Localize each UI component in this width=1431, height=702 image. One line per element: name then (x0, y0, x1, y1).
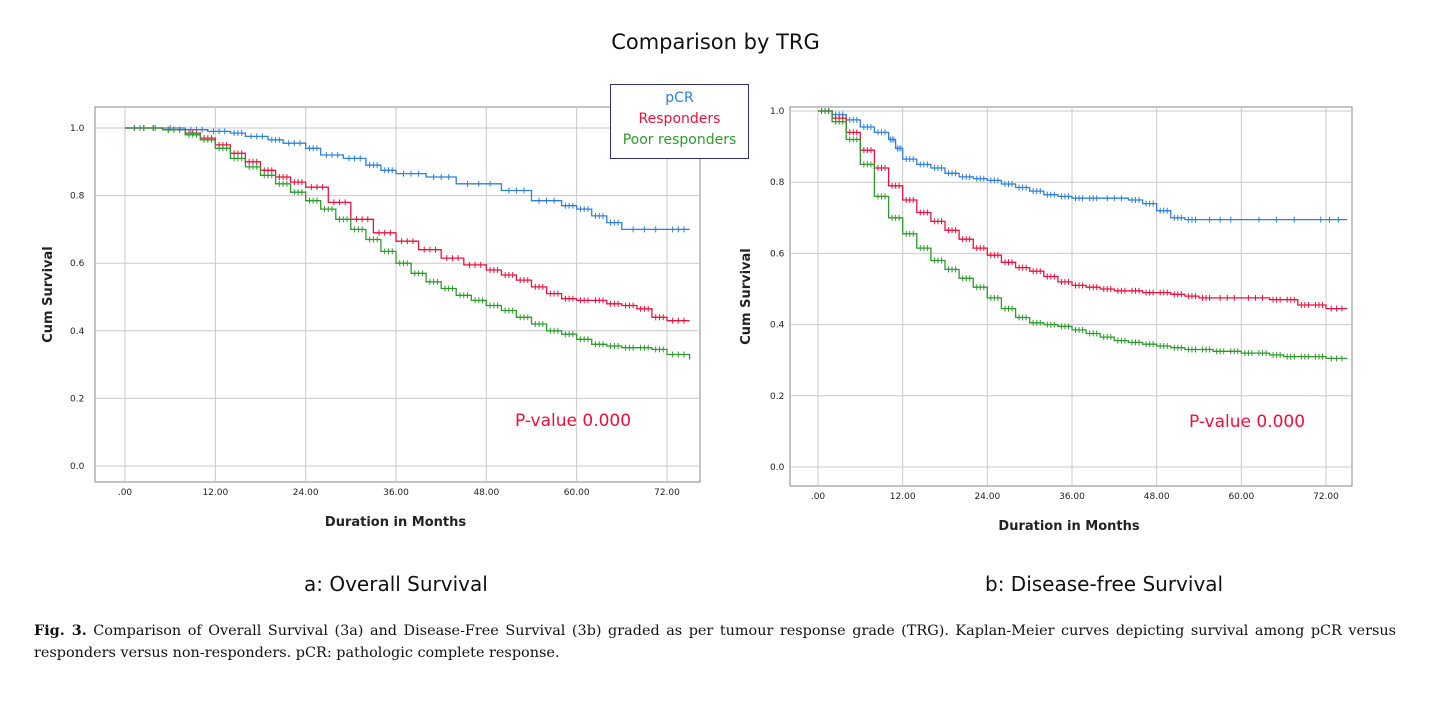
y-tick-label: 0.4 (70, 327, 85, 337)
caption-text: Comparison of Overall Survival (3a) and … (34, 623, 1396, 661)
p-value-annotation: P-value 0.000 (1189, 412, 1305, 432)
chart-overall-survival: .00 12.00 24.00 36.00 48.00 60.00 72.00 0.0 0.2 0… (41, 106, 701, 530)
y-tick-label: 1.0 (770, 107, 785, 117)
x-tick-label: 24.00 (974, 492, 1000, 502)
legend-item-pcr: pCR (665, 90, 694, 106)
x-tick-label: 72.00 (654, 488, 680, 498)
y-tick-label: 0.8 (770, 178, 785, 188)
caption-label: Fig. 3. (34, 622, 87, 639)
legend-item-poor-responders: Poor responders (622, 132, 737, 148)
x-tick-label: 36.00 (1059, 492, 1085, 502)
figure-title: Comparison by TRG (611, 30, 820, 54)
legend: pCR Responders Poor responders (610, 84, 749, 159)
x-axis-title: Duration in Months (998, 519, 1139, 534)
x-tick-label: 60.00 (1228, 492, 1254, 502)
y-tick-label: 0.8 (70, 192, 85, 202)
x-axis-title: Duration in Months (325, 515, 466, 530)
x-tick-label: 48.00 (1144, 492, 1170, 502)
y-axis-title: Cum Survival (739, 248, 754, 345)
x-tick-label: .00 (118, 488, 133, 498)
series-pcr (818, 108, 1348, 223)
series-line-poor-responders (818, 110, 1348, 360)
series-poor-responders (125, 125, 691, 360)
y-tick-label: 0.2 (70, 394, 84, 404)
y-tick-label: 0.0 (770, 463, 785, 473)
y-tick-label: 1.0 (70, 124, 85, 134)
y-tick-label: 0.0 (70, 462, 85, 472)
x-tick-label: 60.00 (564, 488, 590, 498)
y-axis-title: Cum Survival (41, 246, 56, 343)
y-tick-label: 0.2 (770, 392, 784, 402)
y-tick-label: 0.4 (770, 321, 785, 331)
x-tick-label: 12.00 (202, 488, 228, 498)
x-tick-label: .00 (811, 492, 826, 502)
x-tick-label: 72.00 (1313, 492, 1339, 502)
p-value-annotation: P-value 0.000 (515, 411, 631, 431)
subtitle-a: a: Overall Survival (304, 572, 488, 596)
subtitle-b: b: Disease-free Survival (985, 572, 1224, 596)
legend-item-responders: Responders (638, 111, 721, 127)
series-line-responders (818, 110, 1348, 310)
series-responders (818, 108, 1348, 312)
series-line-pcr (125, 127, 690, 231)
chart-disease-free-survival: .00 12.00 24.00 36.00 48.00 60.00 72.00 0.0 0.2 0… (739, 106, 1353, 534)
x-tick-label: 48.00 (473, 488, 499, 498)
plot-frame (789, 106, 1353, 487)
plot-frame (94, 106, 701, 483)
x-tick-label: 24.00 (293, 488, 319, 498)
x-tick-label: 36.00 (383, 488, 409, 498)
series-poor-responders (818, 108, 1348, 362)
series-line-pcr (818, 110, 1348, 221)
y-tick-label: 0.6 (770, 249, 785, 259)
series-pcr (125, 125, 690, 233)
series-responders (125, 125, 690, 324)
x-tick-label: 12.00 (890, 492, 916, 502)
y-tick-label: 0.6 (70, 259, 85, 269)
series-line-responders (125, 127, 690, 322)
figure-caption: Fig. 3. Comparison of Overall Survival (… (34, 620, 1396, 664)
